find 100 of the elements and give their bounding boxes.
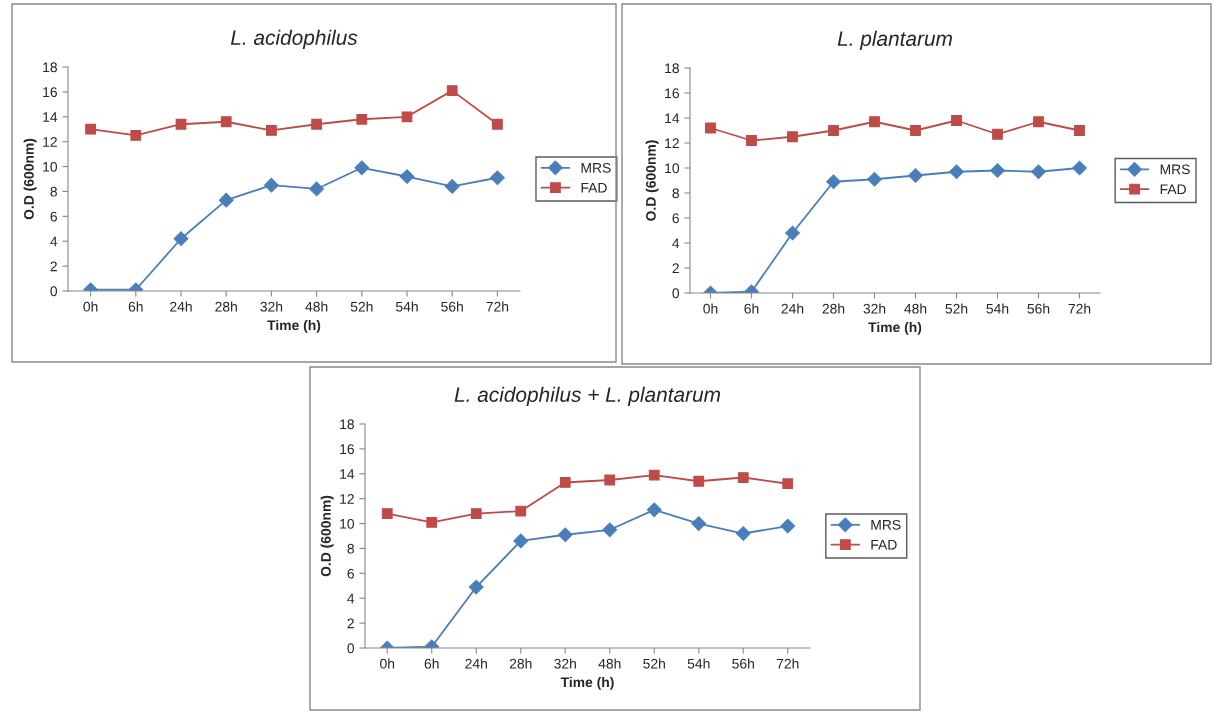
point (782, 478, 794, 490)
point (826, 174, 841, 190)
x-tick-label: 28h (215, 301, 237, 312)
legend-label: MRS (1160, 164, 1190, 175)
x-tick-label: 24h (170, 301, 192, 312)
y-tick-label: 2 (50, 261, 57, 272)
point (173, 231, 189, 247)
chart-title: L. acidophilus (230, 29, 358, 50)
y-tick-label: 12 (340, 494, 354, 504)
y-tick-label: 16 (340, 444, 354, 455)
point (828, 125, 839, 136)
point (780, 518, 796, 534)
point (869, 116, 880, 128)
y-tick-label: 12 (665, 138, 679, 149)
point (737, 472, 749, 483)
point (470, 508, 482, 519)
x-tick-label: 54h (687, 658, 710, 669)
legend-label: FAD (871, 539, 897, 550)
x-tick-label: 0h (83, 301, 98, 312)
point (266, 125, 277, 136)
y-tick-label: 8 (50, 186, 57, 197)
legend-label: FAD (581, 182, 607, 193)
y-tick-label: 14 (43, 112, 58, 122)
point (1031, 164, 1046, 180)
x-tick-label: 54h (986, 303, 1009, 314)
y-tick-label: 10 (340, 518, 355, 529)
legend-label: MRS (871, 519, 901, 530)
point (867, 171, 882, 187)
y-tick-label: 6 (347, 568, 354, 579)
x-tick-label: 6h (424, 658, 439, 669)
x-tick-label: 72h (776, 658, 799, 669)
point (787, 131, 798, 143)
y-tick-label: 8 (672, 188, 679, 199)
y-tick-label: 4 (672, 238, 680, 249)
point (381, 508, 393, 519)
y-tick-label: 6 (50, 211, 57, 222)
x-tick-label: 52h (350, 301, 373, 312)
y-tick-label: 0 (347, 643, 355, 654)
y-tick-label: 4 (50, 236, 58, 247)
point (218, 192, 234, 208)
point (1072, 160, 1087, 176)
x-tick-label: 32h (260, 301, 283, 312)
point (908, 168, 923, 183)
x-tick-label: 48h (598, 658, 621, 669)
x-tick-label: 56h (732, 658, 754, 669)
point (354, 160, 370, 176)
point (949, 164, 964, 180)
point (175, 118, 187, 130)
point (515, 505, 527, 517)
y-tick-label: 14 (340, 469, 355, 479)
point (691, 516, 707, 531)
point (401, 111, 413, 123)
x-tick-label: 0h (703, 303, 718, 314)
y-tick-label: 10 (43, 161, 58, 172)
x-tick-label: 6h (128, 301, 143, 312)
point (602, 522, 618, 538)
point (130, 130, 142, 141)
y-tick-label: 18 (665, 63, 679, 74)
point (446, 85, 458, 97)
x-tick-label: 72h (486, 301, 509, 312)
y-axis-title: O.D (600nm) (645, 140, 659, 221)
y-tick-label: 4 (347, 593, 355, 604)
y-tick-label: 16 (43, 87, 57, 98)
chart-title: L. acidophilus + L. plantarum (454, 386, 721, 407)
y-tick-label: 12 (43, 137, 57, 147)
y-tick-label: 10 (665, 163, 680, 174)
x-tick-label: 28h (509, 658, 532, 669)
x-tick-label: 6h (744, 303, 759, 314)
x-tick-label: 24h (781, 303, 804, 314)
x-tick-label: 56h (441, 301, 463, 312)
point (992, 128, 1003, 140)
y-tick-label: 0 (672, 288, 680, 299)
point (735, 526, 751, 541)
point (356, 113, 368, 125)
point (990, 163, 1005, 178)
x-tick-label: 48h (305, 301, 328, 312)
point (468, 579, 484, 595)
y-tick-label: 6 (672, 213, 679, 224)
point (399, 169, 415, 184)
x-tick-label: 56h (1027, 303, 1050, 314)
point (746, 135, 757, 146)
x-axis-title: Time (h) (267, 319, 321, 333)
point (1074, 125, 1085, 136)
point (557, 527, 573, 543)
y-tick-label: 2 (347, 618, 354, 629)
x-tick-label: 52h (945, 303, 968, 314)
point (559, 477, 571, 488)
point (85, 123, 96, 135)
x-tick-label: 32h (554, 658, 576, 669)
x-tick-label: 32h (863, 303, 886, 314)
y-tick-label: 14 (665, 113, 680, 124)
x-tick-label: 54h (395, 301, 418, 312)
legend-label: FAD (1160, 184, 1186, 195)
point (309, 181, 324, 197)
y-tick-label: 0 (50, 286, 58, 297)
point (444, 179, 460, 194)
y-tick-label: 16 (665, 88, 679, 99)
point (1033, 116, 1044, 128)
point (490, 170, 505, 186)
x-axis-title: Time (h) (868, 321, 922, 335)
